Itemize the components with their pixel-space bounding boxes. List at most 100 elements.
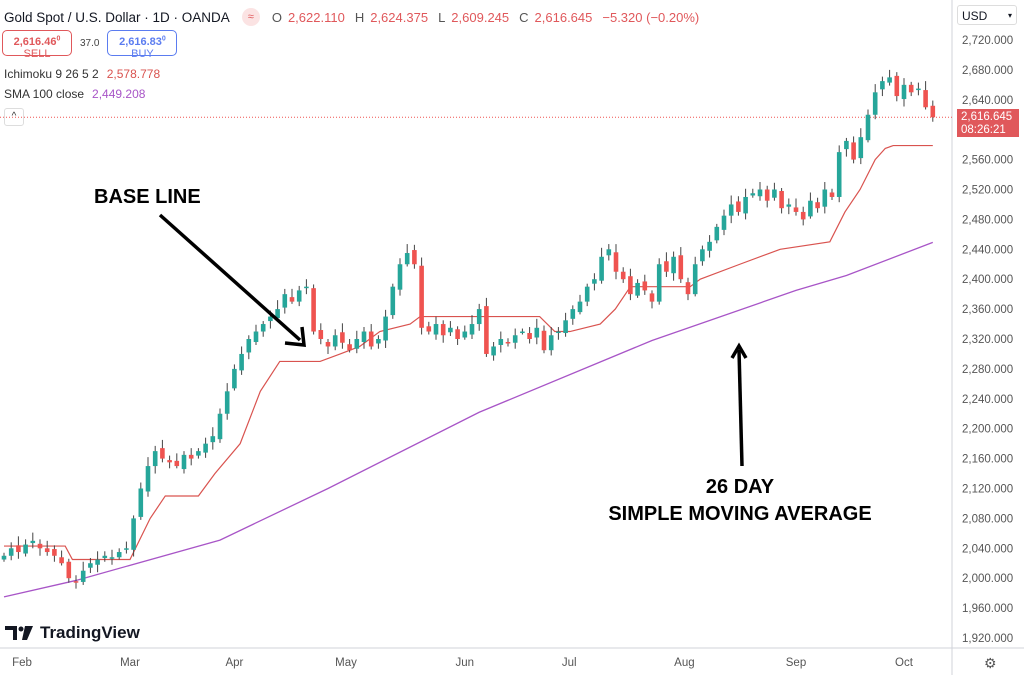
candle-body — [563, 320, 568, 334]
candle-body — [872, 92, 878, 115]
candle-body — [30, 540, 36, 544]
candle-body — [815, 202, 820, 209]
approx-icon: ≈ — [241, 8, 260, 26]
candle-body — [750, 193, 756, 196]
candle-body — [260, 324, 266, 332]
y-tick-label: 2,360.000 — [962, 304, 1013, 316]
candle-body — [347, 344, 352, 351]
indicator-ichimoku[interactable]: Ichimoku 9 26 5 2 2,578.778 — [4, 67, 160, 81]
sma-arrowhead — [730, 342, 748, 359]
candle-body — [908, 84, 914, 93]
symbol-title[interactable]: Gold Spot / U.S. Dollar · 1D · OANDA — [4, 9, 230, 25]
x-tick-label: Oct — [895, 657, 914, 669]
candle-body — [412, 250, 417, 265]
candle-body — [59, 557, 64, 564]
candle-body — [808, 200, 813, 217]
candle-body — [239, 353, 244, 371]
sell-label: SELL — [23, 47, 51, 60]
candle-body — [613, 252, 619, 272]
candle-body — [203, 443, 208, 453]
candle-body — [556, 331, 561, 334]
candle-body — [678, 255, 684, 280]
candle-body — [455, 329, 460, 339]
candle-body — [728, 204, 734, 216]
buy-button[interactable]: 2,616.830 BUY — [107, 30, 178, 60]
currency-select[interactable]: USD ▾ — [957, 5, 1017, 25]
candle-body — [16, 545, 21, 553]
candle-body — [800, 211, 806, 220]
indicator-name: SMA 100 close — [4, 87, 85, 101]
candle-body — [584, 286, 590, 302]
candle-body — [923, 90, 928, 108]
candle-body — [289, 297, 295, 302]
candle-body — [901, 84, 907, 100]
indicator-sma[interactable]: SMA 100 close 2,449.208 — [4, 87, 145, 101]
symbol-header: Gold Spot / U.S. Dollar · 1D · OANDA ≈ O… — [4, 8, 703, 26]
trade-panel: 2,616.460 SELL 37.0 2,616.830 BUY — [2, 30, 178, 60]
candle-body — [44, 548, 50, 553]
indicator-value: 2,578.778 — [106, 67, 161, 81]
candle-body — [332, 335, 338, 347]
y-tick-label: 2,400.000 — [962, 274, 1013, 286]
candle-body — [836, 152, 842, 197]
candle-body — [1, 555, 7, 560]
y-tick-label: 2,320.000 — [962, 334, 1013, 346]
x-tick-label: Aug — [674, 657, 694, 669]
indicator-value: 2,449.208 — [92, 87, 146, 101]
candle-body — [253, 331, 259, 342]
candle-body — [376, 339, 381, 344]
y-tick-label: 2,640.000 — [962, 95, 1013, 107]
y-tick-label: 2,040.000 — [962, 543, 1013, 555]
candle-body — [484, 306, 489, 354]
buy-label: BUY — [131, 47, 154, 60]
sell-button[interactable]: 2,616.460 SELL — [2, 30, 72, 60]
y-tick-label: 2,680.000 — [962, 65, 1013, 77]
candle-body — [858, 137, 864, 159]
candle-body — [368, 331, 374, 347]
candle-body — [851, 142, 856, 160]
x-tick-label: May — [335, 657, 357, 669]
y-tick-label: 1,960.000 — [962, 603, 1013, 615]
y-tick-label: 1,920.000 — [962, 633, 1013, 645]
candle-body — [671, 256, 676, 274]
sma-100-line — [3, 241, 934, 598]
candle-body — [786, 204, 792, 207]
candle-body — [440, 324, 446, 336]
base-line-annotation: BASE LINE — [94, 186, 201, 208]
low-label: L — [438, 9, 446, 25]
sell-price-sup: 0 — [56, 35, 61, 42]
logo-text: TradingView — [40, 623, 140, 642]
candle-body — [232, 368, 237, 389]
candle-body — [592, 279, 597, 284]
candle-body — [736, 201, 741, 212]
currency-label: USD — [962, 9, 988, 23]
base-line-arrowhead — [284, 326, 306, 347]
candle-body — [404, 253, 410, 265]
candle-body — [433, 324, 439, 335]
candle-body — [88, 563, 93, 568]
candle-body — [390, 286, 396, 316]
candle-body — [649, 293, 655, 302]
y-tick-label: 2,720.000 — [962, 35, 1013, 47]
candle-body — [476, 309, 482, 325]
candle-body — [296, 290, 302, 302]
candle-body — [620, 271, 626, 280]
gear-icon[interactable]: ⚙ — [984, 655, 997, 671]
candle-body — [73, 581, 79, 583]
sma-annotation-line1: 26 DAY — [705, 476, 775, 498]
x-tick-label: Apr — [225, 657, 243, 669]
candle-body — [66, 561, 72, 579]
high-value: 2,624.375 — [370, 9, 429, 25]
candle-body — [145, 466, 151, 492]
candle-body — [700, 249, 705, 262]
buy-price-sup: 0 — [161, 35, 166, 42]
candle-body — [822, 189, 828, 207]
collapse-legend-button[interactable]: ^ — [4, 108, 24, 126]
candle-body — [383, 316, 388, 341]
candle-body — [152, 451, 158, 467]
candle-body — [304, 286, 309, 289]
candle-body — [764, 189, 770, 201]
sma-annotation-line2: SIMPLE MOVING AVERAGE — [608, 503, 872, 525]
candle-body — [469, 324, 475, 335]
